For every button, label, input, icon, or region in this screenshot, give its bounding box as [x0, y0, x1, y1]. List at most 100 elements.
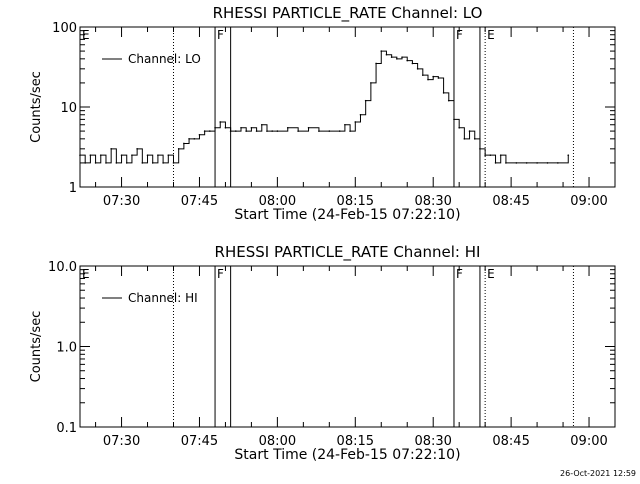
data-point — [105, 162, 107, 164]
data-point — [525, 162, 528, 164]
data-point — [162, 162, 164, 164]
data-point — [411, 62, 414, 65]
data-point — [515, 162, 518, 164]
y-tick-label: 1.0 — [56, 341, 77, 356]
data-point — [401, 56, 403, 58]
data-point — [115, 162, 118, 164]
data-point — [297, 130, 299, 132]
x-tick-label: 09:00 — [570, 194, 607, 209]
data-point — [219, 121, 222, 123]
data-point — [406, 59, 409, 62]
annotation-label: F — [217, 267, 224, 281]
annotation-label: F — [456, 28, 463, 42]
data-point — [422, 74, 424, 76]
data-point — [84, 162, 86, 164]
data-point — [432, 75, 435, 78]
data-point — [260, 123, 263, 126]
data-point — [198, 133, 201, 136]
data-point — [437, 77, 440, 79]
data-point — [110, 148, 112, 150]
x-tick-label: 09:00 — [570, 434, 607, 449]
data-point — [338, 130, 341, 132]
annotation-label: E — [82, 267, 90, 281]
x-tick-label: 07:45 — [181, 434, 218, 449]
y-tick-label: 10 — [60, 101, 77, 116]
data-point — [167, 154, 170, 156]
x-tick-label: 07:45 — [181, 194, 218, 209]
data-point — [349, 130, 351, 132]
x-tick-label: 07:30 — [103, 194, 140, 209]
data-point — [146, 154, 149, 156]
data-point — [396, 58, 398, 60]
data-point — [157, 154, 159, 156]
data-point — [188, 138, 190, 140]
data-point — [177, 148, 180, 150]
data-point — [489, 154, 492, 156]
data-point — [354, 121, 357, 123]
data-point — [536, 162, 538, 164]
data-point — [89, 154, 92, 156]
x-axis-label: Start Time (24-Feb-15 07:22:10) — [234, 207, 460, 223]
data-point — [131, 154, 133, 156]
y-axis-label: Counts/sec — [29, 71, 44, 143]
data-point — [136, 148, 138, 150]
data-point — [209, 130, 211, 132]
data-point — [505, 162, 507, 164]
chart-panel: RHESSI PARTICLE_RATE Channel: LO 1 10 100 07… — [29, 4, 616, 223]
data-point — [453, 118, 455, 121]
data-point — [120, 154, 123, 156]
x-tick-label: 08:30 — [414, 434, 451, 449]
data-point — [271, 130, 273, 132]
x-tick-label: 08:00 — [259, 194, 296, 209]
chart-panel: RHESSI PARTICLE_RATE Channel: HI 0.1 1.0 10… — [29, 243, 616, 463]
data-point — [328, 130, 331, 132]
y-tick-label: 100 — [52, 21, 77, 36]
annotation-label: E — [82, 28, 90, 42]
data-point — [479, 148, 481, 150]
data-point — [125, 162, 128, 164]
legend-label: Channel: LO — [128, 52, 201, 66]
data-point — [567, 154, 570, 156]
data-point — [380, 50, 383, 52]
data-point — [286, 126, 289, 129]
data-point — [427, 78, 429, 81]
data-point — [250, 126, 253, 129]
y-axis-label: Counts/sec — [29, 311, 44, 383]
y-tick-label: 0.1 — [56, 421, 77, 436]
x-tick-label: 08:15 — [337, 434, 374, 449]
series-line — [80, 50, 569, 164]
annotation-label: F — [217, 28, 224, 42]
x-tick-label: 08:45 — [492, 194, 529, 209]
data-point — [370, 82, 372, 84]
data-point — [359, 113, 362, 116]
data-point — [214, 126, 216, 129]
data-point — [235, 130, 237, 132]
data-point — [266, 130, 268, 132]
annotation-label: E — [487, 28, 495, 42]
annotation-label: F — [456, 267, 463, 281]
y-tick-label: 1 — [69, 181, 77, 196]
annotation-label: E — [487, 267, 495, 281]
x-tick-label: 08:00 — [259, 434, 296, 449]
y-tick-label: 10.0 — [48, 260, 77, 275]
data-point — [499, 154, 502, 156]
data-point — [229, 130, 232, 132]
data-point — [463, 138, 466, 140]
data-point — [193, 138, 196, 140]
data-point — [203, 130, 206, 132]
data-point — [390, 56, 393, 58]
data-point — [255, 130, 258, 132]
chart-title: RHESSI PARTICLE_RATE Channel: LO — [213, 4, 483, 23]
data-point — [79, 154, 81, 156]
data-point — [442, 92, 445, 94]
data-point — [447, 99, 450, 102]
data-point — [375, 62, 377, 65]
data-point — [344, 123, 346, 126]
data-point — [468, 130, 471, 132]
x-tick-label: 07:30 — [103, 434, 140, 449]
data-point — [172, 162, 175, 164]
data-point — [307, 126, 310, 129]
x-tick-label: 08:30 — [414, 194, 451, 209]
data-point — [364, 99, 367, 102]
